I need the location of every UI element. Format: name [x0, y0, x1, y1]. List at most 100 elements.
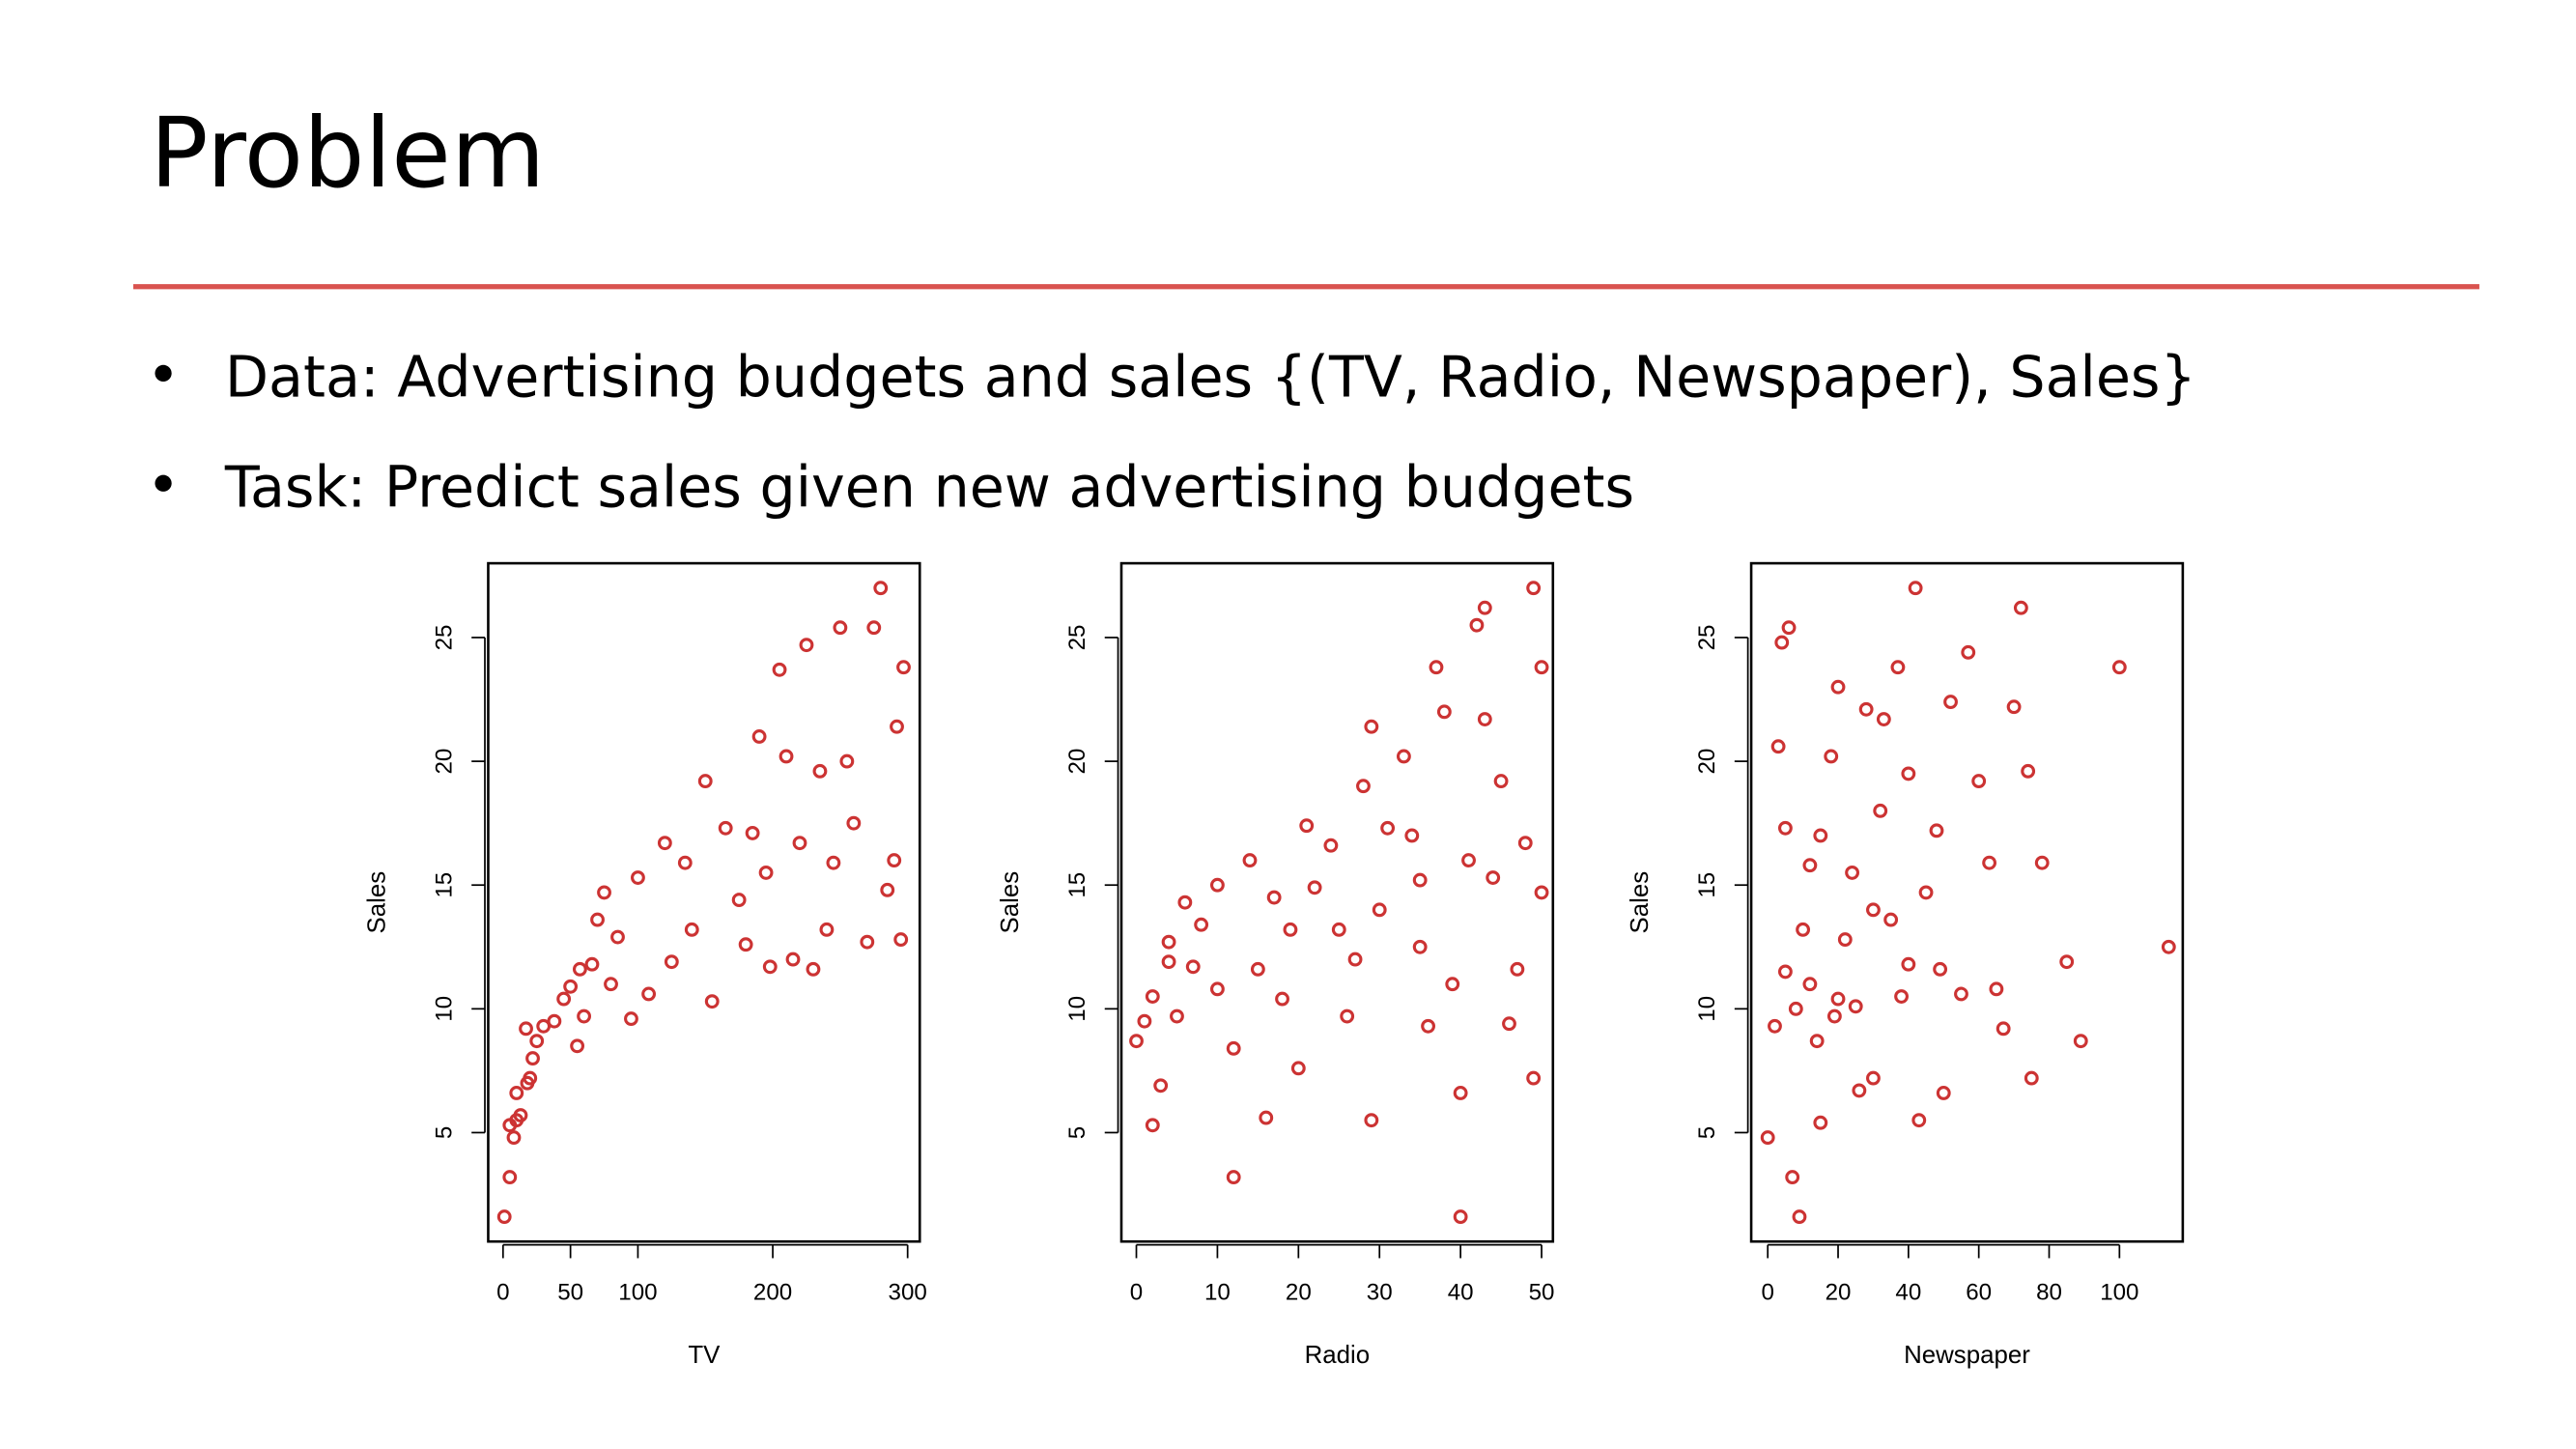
data-point — [1356, 779, 1371, 794]
y-tick-label: 20 — [432, 749, 458, 775]
data-point — [1526, 581, 1542, 596]
plot-frame — [1749, 561, 2185, 1243]
data-point — [563, 979, 579, 994]
x-axis-label: TV — [688, 1342, 721, 1369]
data-point — [1331, 922, 1346, 937]
data-point — [1177, 895, 1193, 910]
y-axis-label: Sales — [997, 871, 1024, 934]
data-point — [785, 952, 801, 967]
data-point — [2013, 600, 2028, 615]
data-point — [697, 774, 713, 789]
x-tick-label: 100 — [2100, 1280, 2138, 1306]
data-point — [1781, 620, 1797, 636]
data-point — [1412, 939, 1428, 954]
data-point — [1210, 981, 1225, 997]
y-tick-label: 25 — [1694, 625, 1720, 651]
data-point — [1830, 679, 1846, 695]
data-point — [1477, 600, 1492, 615]
data-point — [590, 912, 605, 927]
data-point — [846, 815, 862, 831]
data-point — [1210, 877, 1225, 893]
data-point — [1283, 922, 1298, 937]
x-axis-label: Radio — [1305, 1342, 1371, 1369]
x-tick-label: 100 — [618, 1280, 657, 1306]
data-point — [1901, 766, 1916, 781]
data-point — [1534, 885, 1549, 900]
data-point — [873, 581, 889, 596]
data-point — [604, 977, 618, 992]
data-point — [1364, 719, 1379, 734]
data-point — [887, 853, 902, 868]
data-point — [509, 1086, 524, 1100]
data-point — [525, 1051, 540, 1066]
data-point — [1429, 660, 1444, 675]
data-point — [1364, 1113, 1379, 1128]
data-point — [1185, 959, 1201, 975]
data-point — [664, 954, 679, 970]
data-point — [806, 961, 821, 977]
data-point — [738, 937, 753, 952]
data-point — [1858, 701, 1874, 717]
y-tick-label: 20 — [1064, 749, 1090, 775]
data-point — [1768, 1018, 1782, 1034]
data-point — [1137, 1013, 1152, 1029]
data-point — [762, 959, 778, 975]
data-point — [1299, 818, 1315, 834]
data-point — [1250, 961, 1265, 977]
data-point — [1777, 820, 1793, 836]
slide-title: Problem — [150, 97, 545, 210]
data-point — [1802, 858, 1818, 873]
data-point — [896, 660, 911, 675]
data-point — [1954, 986, 1968, 1002]
data-point — [1161, 954, 1176, 970]
y-tick-label: 10 — [432, 996, 458, 1022]
data-point — [1866, 1070, 1881, 1086]
x-tick-label: 10 — [1204, 1280, 1231, 1306]
data-point — [1918, 885, 1934, 900]
data-point — [1445, 977, 1460, 992]
data-point — [758, 865, 774, 880]
data-point — [731, 893, 747, 908]
x-tick-label: 300 — [889, 1280, 927, 1306]
data-point — [2059, 954, 2075, 970]
data-point — [1830, 991, 1846, 1007]
data-point — [1876, 712, 1891, 726]
data-point — [890, 719, 904, 734]
x-tick-label: 0 — [496, 1280, 509, 1306]
data-point — [819, 922, 835, 937]
x-tick-label: 80 — [2036, 1280, 2062, 1306]
data-point — [1760, 1130, 1775, 1146]
data-point — [1290, 1061, 1306, 1076]
data-point — [657, 836, 672, 851]
data-point — [1404, 828, 1420, 843]
data-point — [1477, 712, 1492, 726]
data-point — [1526, 1070, 1542, 1086]
data-point — [2024, 1070, 2039, 1086]
y-tick-label: 10 — [1694, 996, 1720, 1022]
data-point — [2111, 660, 2127, 675]
data-point — [1826, 1009, 1842, 1024]
data-point — [1396, 749, 1411, 764]
data-point — [1845, 865, 1860, 880]
x-tick-label: 50 — [1529, 1280, 1555, 1306]
y-tick-label: 15 — [1694, 872, 1720, 898]
y-tick-label: 15 — [1064, 872, 1090, 898]
data-point — [1493, 774, 1509, 789]
data-point — [704, 994, 720, 1009]
plot-frame — [1119, 561, 1555, 1243]
data-point — [1380, 820, 1396, 836]
data-point — [1943, 695, 1958, 710]
data-point — [684, 922, 699, 937]
data-point — [751, 729, 767, 744]
data-point — [1894, 989, 1909, 1004]
data-point — [1796, 922, 1811, 937]
data-point — [1275, 991, 1289, 1007]
data-point — [547, 1013, 562, 1029]
data-point — [1971, 774, 1987, 789]
data-point — [584, 956, 600, 972]
data-point — [2161, 939, 2176, 954]
data-point — [839, 753, 855, 769]
data-point — [1936, 1086, 1951, 1100]
data-point — [1226, 1040, 1241, 1056]
